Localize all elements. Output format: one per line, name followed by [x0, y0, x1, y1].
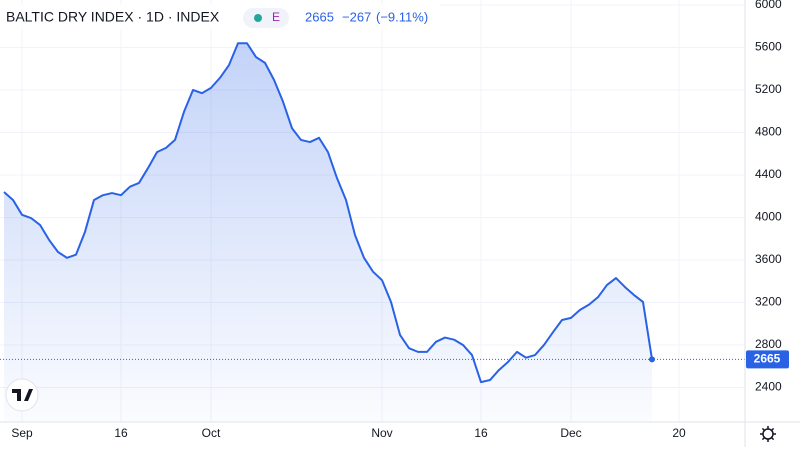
y-tick-label: 5200: [755, 82, 782, 96]
x-tick-label: Sep: [11, 426, 33, 440]
x-tick-label: 16: [474, 426, 488, 440]
header-bg: [0, 4, 440, 30]
y-tick-label: 2400: [755, 380, 782, 394]
y-tick-label: 4000: [755, 210, 782, 224]
x-tick-label: 16: [114, 426, 128, 440]
y-tick-label: 2800: [755, 337, 782, 351]
settings-icon[interactable]: [760, 426, 776, 442]
y-tick-label: 5600: [755, 40, 782, 54]
price-line: [3, 42, 653, 384]
x-tick-label: Oct: [202, 426, 221, 440]
y-tick-label: 3200: [755, 295, 782, 309]
change: −267: [342, 9, 371, 24]
badge: E: [272, 10, 280, 24]
badge-bg: [243, 8, 289, 28]
status-dot: [254, 14, 262, 22]
y-tick-label: 4800: [755, 125, 782, 139]
y-tick-label: 3600: [755, 252, 782, 266]
last-point: [649, 356, 655, 363]
x-tick-label: 20: [672, 426, 686, 440]
y-tick-label: 4400: [755, 167, 782, 181]
last-price: 2665: [305, 9, 334, 24]
x-tick-label: Nov: [371, 426, 392, 440]
area-fill: [4, 43, 652, 423]
change-pct: (−9.11%): [376, 9, 428, 24]
last-price-label: 2665: [754, 351, 781, 365]
x-tick-label: Dec: [560, 426, 581, 440]
last-price-box: [746, 350, 789, 369]
symbol: BALTIC DRY INDEX · 1D · INDEX: [6, 9, 220, 25]
logo[interactable]: [5, 378, 39, 412]
y-tick-label: 6000: [755, 0, 782, 11]
